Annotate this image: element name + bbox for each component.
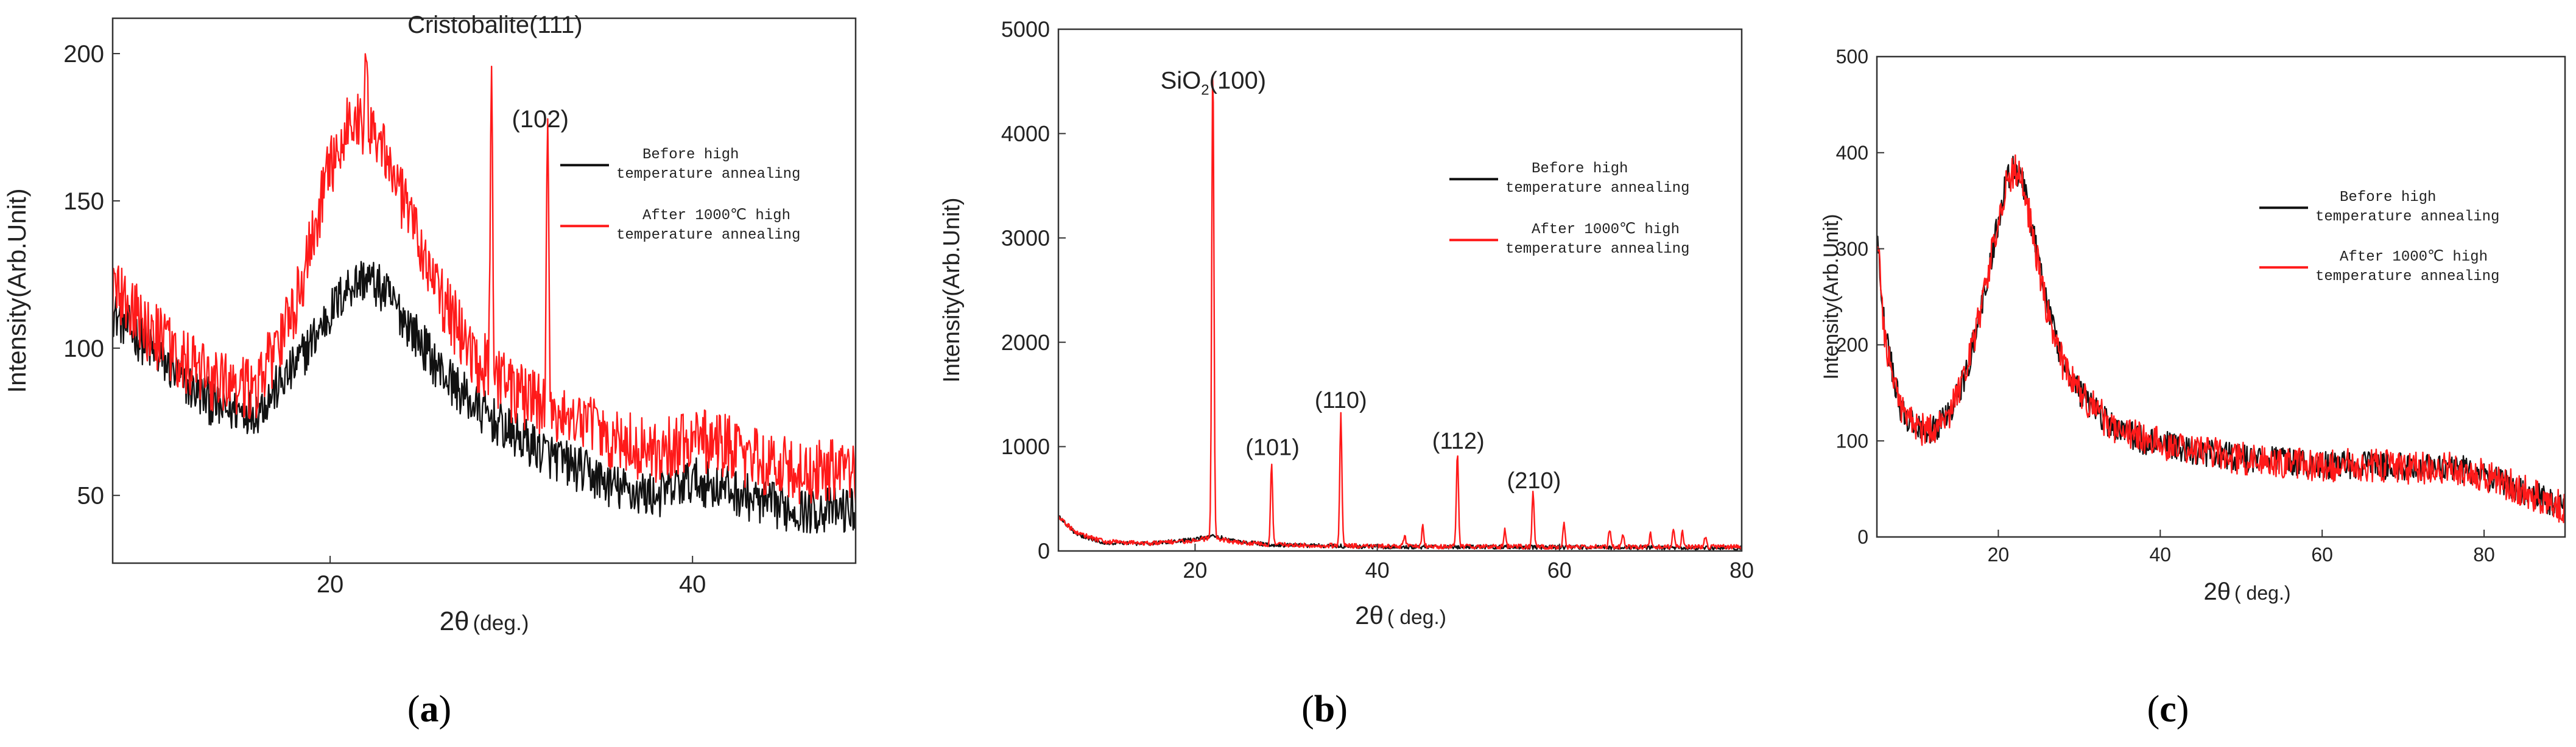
x-axis-label: 2θ( deg.) xyxy=(2204,578,2291,605)
x-tick-label: 60 xyxy=(2311,544,2333,566)
y-axis-label: Intensity(Arb.Unit) xyxy=(2,188,31,393)
y-tick-label: 500 xyxy=(1836,46,1868,68)
chart-panel-b: 20 40 60 80 0 1000 2000 3000 4000 5000 Intensity(A… xyxy=(939,17,1754,730)
panel-label-open: ( xyxy=(2147,689,2160,730)
peak-annotation: (101) xyxy=(1245,435,1300,460)
legend-entry: Before high xyxy=(2340,189,2436,206)
panel-label-letter: b xyxy=(1314,689,1335,730)
y-tick-label: 5000 xyxy=(1001,17,1050,42)
plot-area xyxy=(113,53,856,534)
y-tick-label: 3000 xyxy=(1001,225,1050,250)
legend: Before high temperature annealing After 10… xyxy=(2259,189,2499,285)
panel-label-close: ) xyxy=(2177,689,2189,730)
y-tick-label: 300 xyxy=(1836,238,1868,260)
x-tick-label: 80 xyxy=(1730,558,1754,583)
x-axis-label-main: 2θ xyxy=(2204,578,2231,605)
annotation-sub: 2 xyxy=(1201,82,1209,99)
legend-entry: temperature annealing xyxy=(1505,180,1689,197)
plot-frame xyxy=(111,17,857,564)
legend-entry: Before high xyxy=(642,147,739,163)
y-axis-label: Intensity(Arb.Unit) xyxy=(1820,214,1843,379)
y-tick-label: 100 xyxy=(1836,430,1868,452)
x-axis-label-main: 2θ xyxy=(440,606,470,636)
peak-annotation: (112) xyxy=(1432,429,1485,454)
peak-annotation: Cristobalite(111) xyxy=(407,12,583,38)
legend-entry: After 1000℃ high xyxy=(2340,249,2488,265)
y-tick-label: 200 xyxy=(63,41,104,68)
panel-label-open: ( xyxy=(407,689,420,730)
y-tick-label: 400 xyxy=(1836,142,1868,164)
x-axis-label-unit: (deg.) xyxy=(473,611,529,635)
x-tick-label: 80 xyxy=(2473,544,2495,566)
panel-label-letter: c xyxy=(2159,689,2177,730)
panel-label-close: ) xyxy=(439,689,452,730)
x-tick-label: 40 xyxy=(679,571,706,598)
x-axis-label-unit: ( deg.) xyxy=(2234,582,2290,604)
panel-label: (c) xyxy=(2147,689,2189,730)
legend-entry: temperature annealing xyxy=(616,166,800,183)
series-line-after xyxy=(1877,154,2565,524)
y-axis-label: Intensity(Arb.Unit) xyxy=(939,197,965,382)
legend-entry: temperature annealing xyxy=(616,227,800,244)
plot-frame xyxy=(1876,55,2566,538)
series-line-before xyxy=(1058,515,1742,551)
x-tick-label: 40 xyxy=(1365,558,1390,583)
peak-annotation: SiO2(100) xyxy=(1161,68,1266,99)
peak-annotation: (110) xyxy=(1315,388,1367,413)
panel-label: (a) xyxy=(407,689,451,730)
series-line-before xyxy=(113,261,856,534)
legend-entry: temperature annealing xyxy=(2315,209,2499,225)
legend-entry: Before high xyxy=(1532,161,1628,177)
x-axis-label: 2θ( deg.) xyxy=(1355,601,1446,630)
y-tick-label: 100 xyxy=(63,335,104,362)
y-tick-label: 150 xyxy=(63,188,104,215)
plot-frame xyxy=(1057,28,1743,552)
legend-entry: After 1000℃ high xyxy=(642,208,790,224)
chart-panel-a: 20 40 50 100 150 200 Intensity(Arb.Unit) 2θ (deg… xyxy=(2,12,857,730)
panel-label-letter: a xyxy=(420,689,439,730)
y-tick-label: 0 xyxy=(1857,526,1868,548)
legend: Before high temperature annealing After 10… xyxy=(1449,161,1689,258)
legend: Before high temperature annealing After 10… xyxy=(560,147,800,244)
y-tick-label: 0 xyxy=(1038,539,1050,564)
peak-annotation: (102) xyxy=(512,106,569,133)
x-tick-label: 20 xyxy=(1988,544,2010,566)
plot-area xyxy=(1058,75,1742,551)
plot-area xyxy=(1877,154,2565,524)
series-line-after xyxy=(1058,75,1742,550)
x-axis-label-main: 2θ xyxy=(1355,601,1384,630)
y-tick-label: 1000 xyxy=(1001,434,1050,459)
x-tick-label: 20 xyxy=(1183,558,1207,583)
x-axis-label-unit: ( deg.) xyxy=(1387,606,1446,629)
peak-annotation: (210) xyxy=(1507,468,1561,494)
legend-entry: temperature annealing xyxy=(2315,268,2499,285)
panel-label-open: ( xyxy=(1301,689,1314,730)
y-tick-label: 200 xyxy=(1836,334,1868,356)
x-tick-label: 60 xyxy=(1547,558,1572,583)
panel-label: (b) xyxy=(1301,689,1348,730)
chart-panel-c: 20 40 60 80 0 100 200 300 400 500 Intensity(Arb.Un… xyxy=(1820,46,2566,730)
y-tick-label: 50 xyxy=(77,483,105,510)
legend-entry: After 1000℃ high xyxy=(1532,222,1680,238)
panel-label-close: ) xyxy=(1335,689,1348,730)
legend-entry: temperature annealing xyxy=(1505,241,1689,258)
x-tick-label: 20 xyxy=(317,571,344,598)
series-line-after xyxy=(113,53,856,505)
x-axis-label: 2θ (deg.) xyxy=(440,606,529,636)
y-tick-label: 2000 xyxy=(1001,330,1050,355)
annotation-text: SiO xyxy=(1161,68,1202,94)
x-tick-label: 40 xyxy=(2149,544,2171,566)
annotation-suffix: (100) xyxy=(1209,68,1266,94)
y-tick-label: 4000 xyxy=(1001,121,1050,146)
